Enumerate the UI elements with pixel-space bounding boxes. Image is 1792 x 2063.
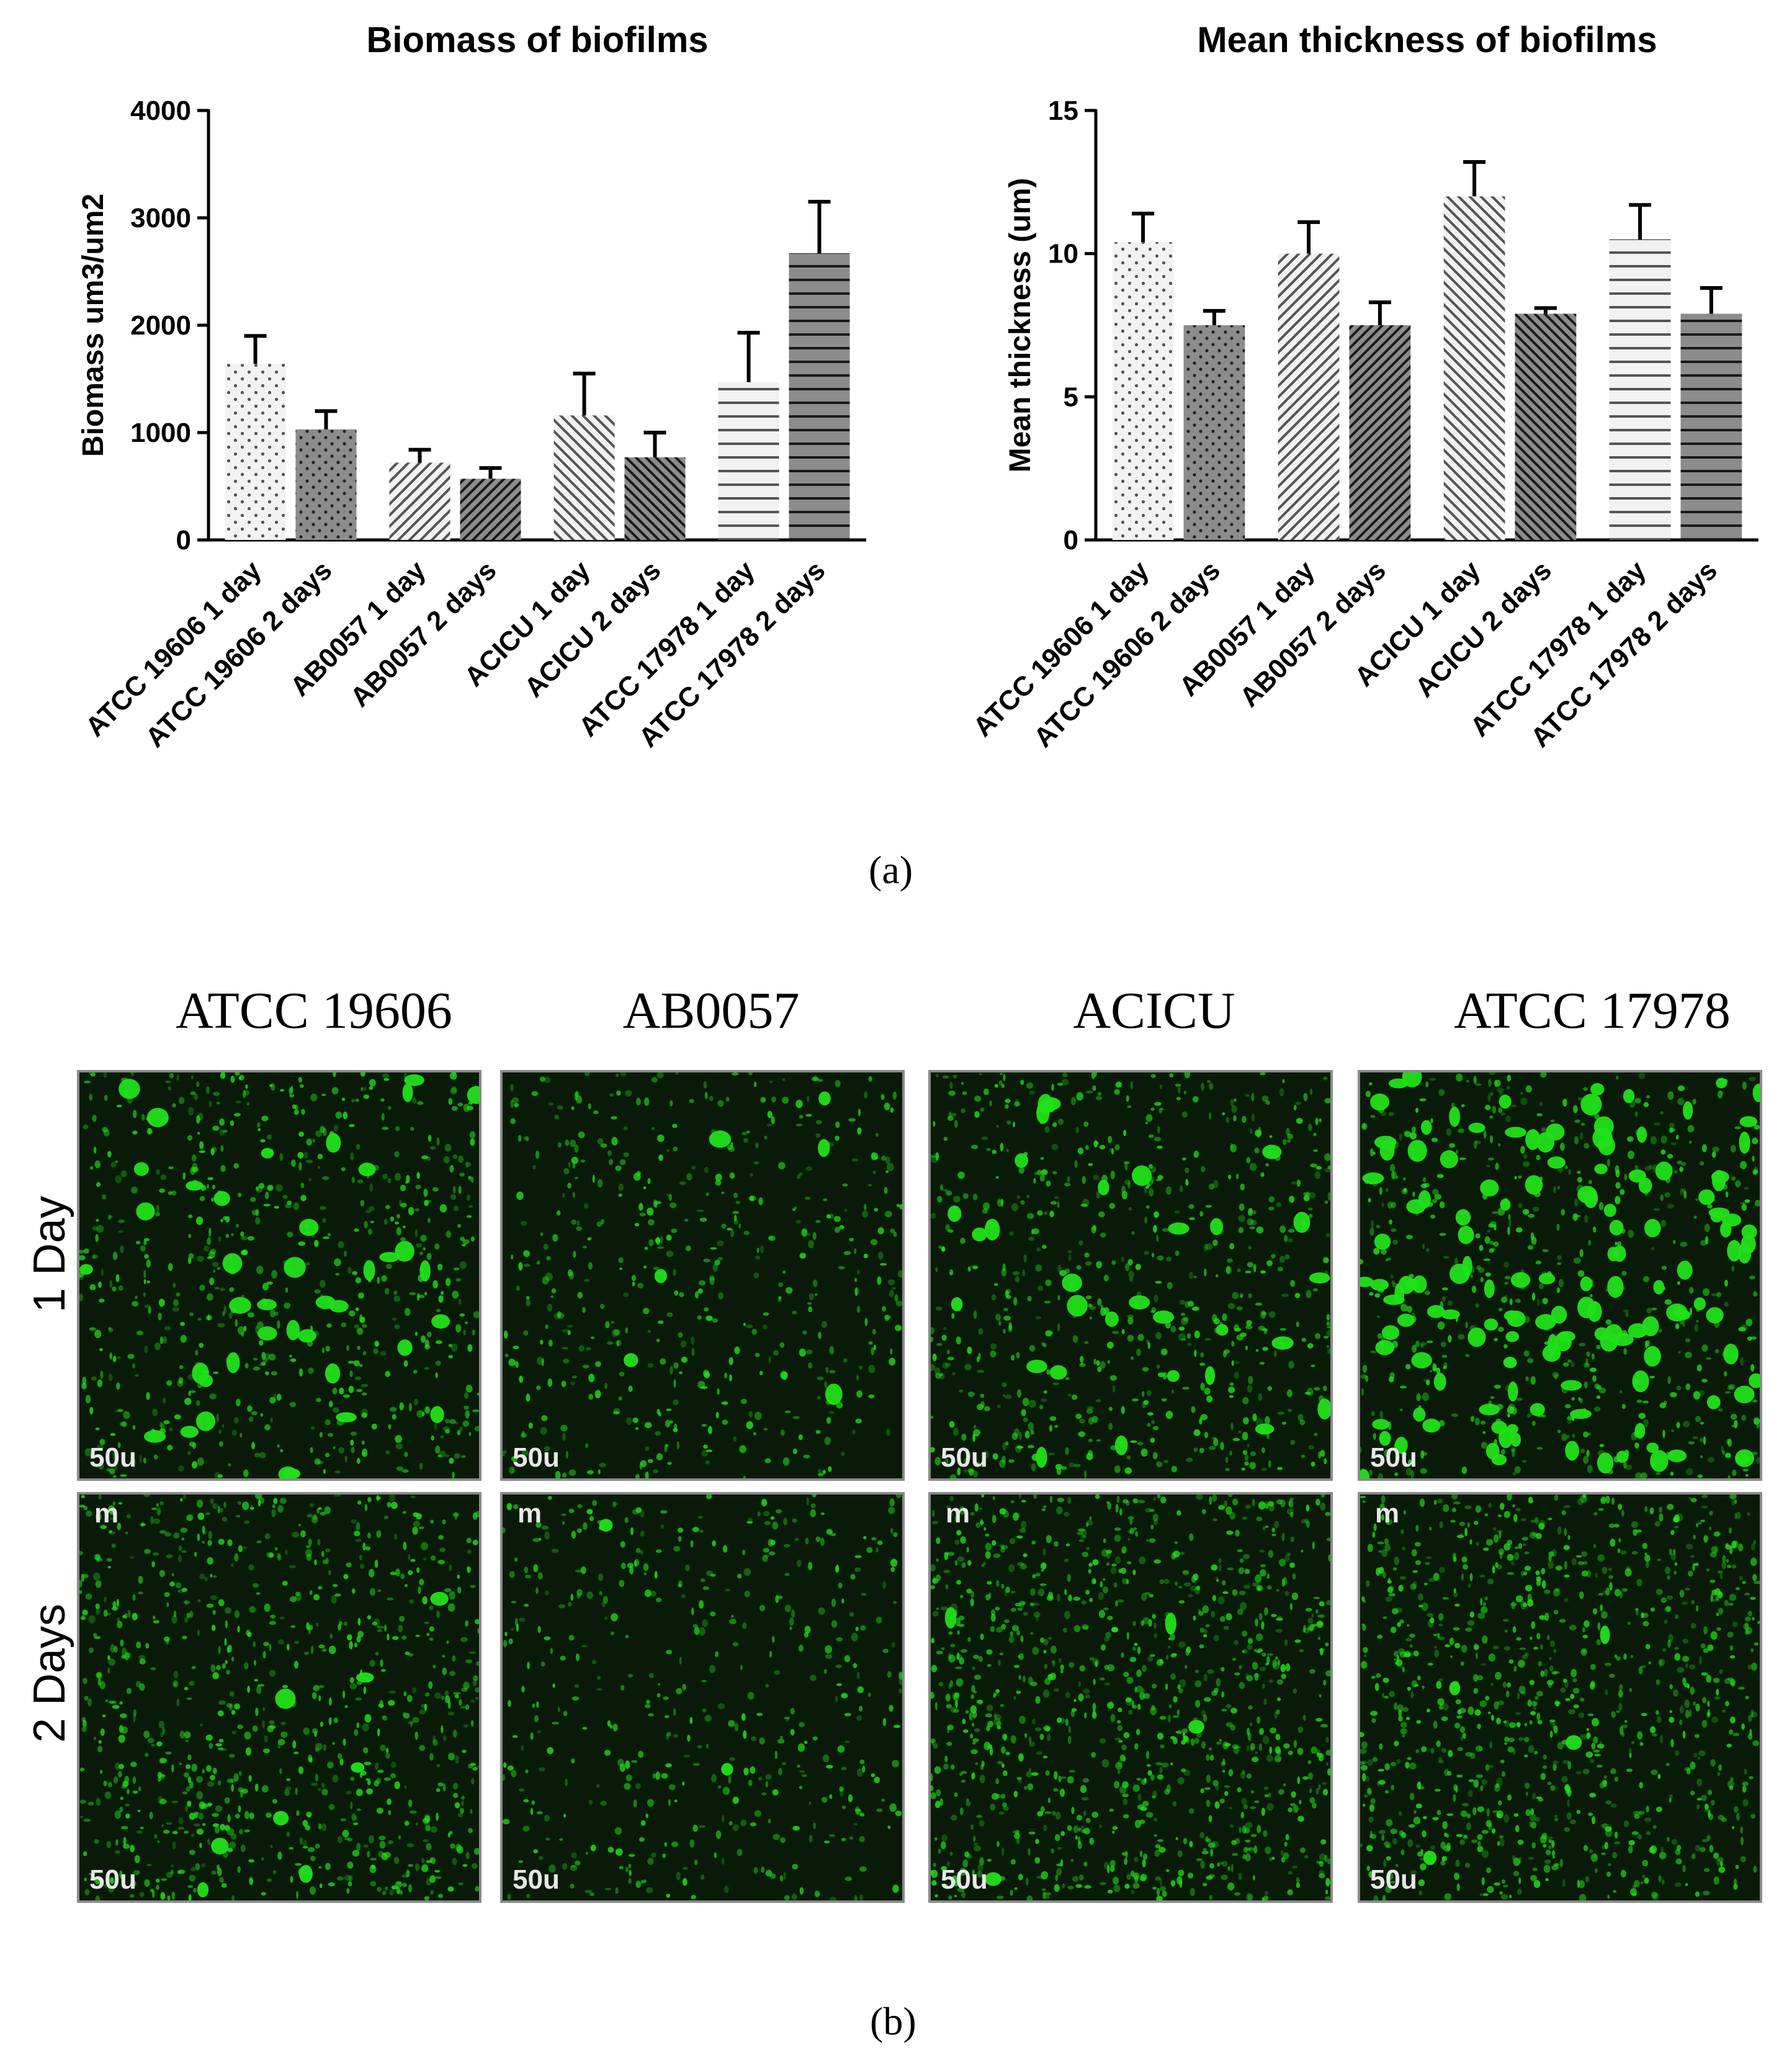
chart-biomass: Biomass of biofilms Biomass um3/um2 0 1000 2…: [77, 20, 866, 753]
micrograph-1-day-atcc-19606: 50u: [77, 1070, 482, 1481]
charts-area: Biomass of biofilms Biomass um3/um2 0 1000 2…: [77, 20, 1758, 753]
fluorescence-field: [1360, 1494, 1760, 1900]
scale-bar-label: 50u: [941, 1864, 988, 1895]
bar: [225, 364, 286, 540]
scale-bar-label: 50u: [513, 1864, 560, 1895]
y-tick-label: 3000: [130, 203, 191, 233]
bar: [1349, 325, 1411, 540]
bar: [624, 457, 686, 540]
micrograph-2-days-atcc-17978: 50u m: [1358, 1492, 1762, 1903]
fluorescence-field: [931, 1494, 1330, 1900]
y-tick-label: 0: [1064, 525, 1078, 555]
bar: [1443, 196, 1505, 540]
fluorescence-field: [931, 1072, 1330, 1478]
column-header-atcc-17978: ATCC 17978: [1454, 982, 1731, 1040]
bar: [295, 429, 357, 540]
scale-bar-unit: m: [94, 1498, 119, 1529]
fluorescence-field: [79, 1494, 479, 1900]
panel-label-b: (b): [870, 1999, 916, 2043]
chart-title: Biomass of biofilms: [366, 20, 708, 60]
y-tick-label: 0: [176, 525, 191, 555]
bar: [553, 415, 615, 540]
y-tick-label: 10: [1048, 239, 1078, 269]
micrograph-1-day-acicu: 50u: [928, 1070, 1333, 1481]
y-tick-label: 15: [1048, 96, 1078, 126]
row-label-2-days: 2 Days: [25, 1603, 74, 1743]
bar: [389, 462, 450, 540]
bar: [1609, 239, 1671, 540]
micrograph-2-days-acicu: 50u m: [928, 1492, 1333, 1903]
scale-bar-unit: m: [946, 1498, 970, 1529]
row-label-1-day: 1 Day: [25, 1195, 74, 1313]
chart-thickness: Mean thickness of biofilms Mean thickness…: [967, 20, 1758, 753]
y-axis-label: Mean thickness (um): [1004, 178, 1037, 473]
bar: [1515, 313, 1577, 540]
y-tick-label: 2000: [130, 310, 191, 341]
scale-bar-unit: m: [517, 1498, 542, 1529]
fluorescence-field: [1360, 1072, 1760, 1478]
panel-label-a: (a): [869, 848, 913, 892]
micrograph-1-day-ab0057: 50u: [500, 1070, 905, 1481]
y-tick-label: 4000: [130, 96, 191, 126]
y-axis-label: Biomass um3/um2: [77, 194, 110, 457]
scale-bar-label: 50u: [941, 1442, 988, 1473]
micrograph-2-days-atcc-19606: 50u m: [77, 1492, 482, 1903]
bar: [1278, 253, 1340, 540]
bar: [1183, 325, 1245, 540]
scale-bar-label: 50u: [513, 1442, 560, 1473]
chart-title: Mean thickness of biofilms: [1197, 20, 1657, 60]
fluorescence-field: [503, 1072, 902, 1478]
column-header-atcc-19606: ATCC 19606: [176, 982, 452, 1040]
column-header-ab0057: AB0057: [622, 982, 800, 1040]
bar: [718, 382, 779, 540]
scale-bar-unit: m: [1375, 1498, 1400, 1529]
column-header-acicu: ACICU: [1073, 982, 1235, 1040]
bar: [460, 479, 521, 540]
micrograph-grid: ATCC 19606 AB0057 ACICU ATCC 17978 1 Day…: [0, 981, 1792, 1949]
micrograph-2-days-ab0057: 50u m: [500, 1492, 905, 1903]
bar: [1680, 313, 1742, 540]
y-tick-label: 5: [1064, 382, 1078, 412]
scale-bar-label: 50u: [1370, 1442, 1417, 1473]
bar: [1112, 242, 1174, 540]
scale-bar-label: 50u: [89, 1864, 137, 1895]
fluorescence-field: [503, 1494, 902, 1900]
scale-bar-label: 50u: [89, 1442, 137, 1473]
y-tick-label: 1000: [130, 418, 191, 448]
scale-bar-label: 50u: [1370, 1864, 1417, 1895]
fluorescence-field: [79, 1072, 479, 1478]
bar: [789, 253, 850, 540]
micrograph-1-day-atcc-17978: 50u: [1358, 1070, 1762, 1481]
